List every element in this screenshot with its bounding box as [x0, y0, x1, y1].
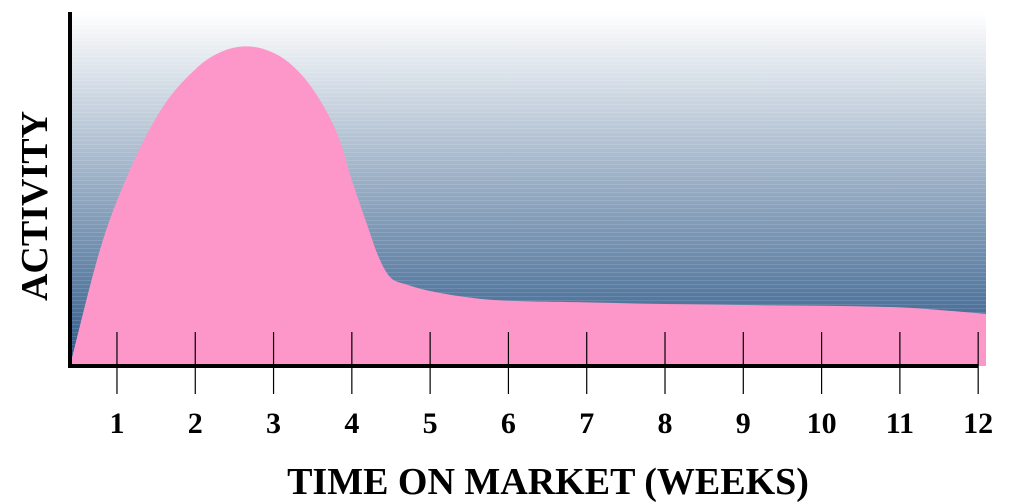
x-tick-label-8: 8 [658, 407, 673, 440]
x-tick-label-11: 11 [886, 407, 914, 440]
x-tick-label-10: 10 [807, 407, 837, 440]
x-tick-labels: 1 2 3 4 5 6 7 8 9 10 11 12 [109, 407, 993, 440]
x-tick-label-2: 2 [188, 407, 203, 440]
x-tick-marks [116, 332, 979, 394]
x-tick-label-6: 6 [501, 407, 516, 440]
x-tick-label-1: 1 [109, 407, 124, 440]
x-tick-label-9: 9 [736, 407, 751, 440]
x-tick-label-4: 4 [344, 407, 359, 440]
x-tick-label-12: 12 [963, 407, 993, 440]
x-axis-title: TIME ON MARKET (WEEKS) [287, 461, 809, 503]
y-axis-title: ACTIVITY [14, 111, 56, 301]
x-tick-label-3: 3 [266, 407, 281, 440]
x-tick-label-5: 5 [423, 407, 438, 440]
activity-area [70, 46, 986, 367]
x-tick-label-7: 7 [579, 407, 594, 440]
